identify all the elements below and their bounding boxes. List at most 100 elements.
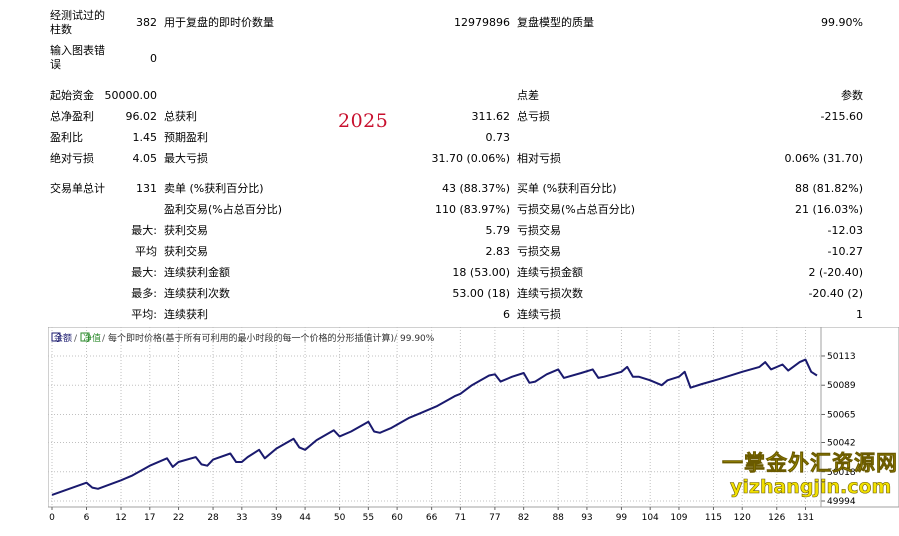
maximal-prefix: 最多: <box>131 287 157 300</box>
x-axis: 0 6 12 17 22 28 33 39 44 50 55 60 66 71 77 82 88 93 99 104 1… <box>49 507 814 523</box>
initial-deposit-label: 起始资金 <box>50 89 94 102</box>
chart-legend: 余额 / 净值 / 每个即时价格(基于所有可利用的最小时段的每一个价格的分形插值… <box>51 332 435 344</box>
equity-legend-label: 净值 <box>83 332 101 344</box>
x-tick-label: 71 <box>455 513 466 523</box>
max-drawdown-label: 最大亏损 <box>164 152 208 165</box>
x-tick-label: 22 <box>173 513 184 523</box>
avg-consec-losses-label: 连续亏损 <box>517 308 561 321</box>
x-tick-label: 120 <box>734 513 751 523</box>
gross-loss-label: 总亏损 <box>517 110 550 123</box>
x-tick-label: 44 <box>299 513 311 523</box>
x-tick-label: 93 <box>581 513 592 523</box>
x-tick-label: 99 <box>616 513 628 523</box>
balance-chart-svg: 余额 / 净值 / 每个即时价格(基于所有可利用的最小时段的每一个价格的分形插值… <box>48 327 899 523</box>
gross-profit-value: 311.62 <box>471 110 511 123</box>
y-axis: 50113 50089 50065 50042 50018 49994 <box>820 327 856 507</box>
y-tick-label: 50113 <box>827 352 856 362</box>
watermark-url: yizhangjin.com <box>730 476 892 499</box>
x-tick-label: 109 <box>670 513 687 523</box>
x-tick-label: 28 <box>207 513 219 523</box>
x-tick-label: 115 <box>705 513 722 523</box>
errors-value: 0 <box>150 52 157 65</box>
watermark-chinese: 一掌金外汇资源网 <box>722 451 898 476</box>
x-tick-label: 126 <box>768 513 785 523</box>
x-tick-label: 104 <box>642 513 659 523</box>
x-tick-label: 66 <box>426 513 438 523</box>
x-tick-label: 6 <box>84 513 90 523</box>
avg-consec-wins-value: 6 <box>503 308 510 321</box>
long-positions-value: 88 (81.82%) <box>794 182 863 195</box>
relative-drawdown-value: 0.06% (31.70) <box>784 152 863 165</box>
x-tick-label: 33 <box>236 513 247 523</box>
profit-trades-label: 盈利交易(%占总百分比) <box>164 203 283 216</box>
y-tick-label: 50065 <box>827 410 856 420</box>
ticks-value: 12979896 <box>454 16 510 29</box>
loss-trades-label: 亏损交易(%占总百分比) <box>517 203 636 216</box>
ticks-label: 用于复盘的即时价数量 <box>164 16 274 29</box>
chart-frame <box>48 327 899 508</box>
legend-separator-3: / <box>394 334 398 344</box>
balance-legend-label: 余额 <box>54 332 72 344</box>
balance-line <box>51 358 818 496</box>
legend-separator-1: / <box>74 334 78 344</box>
errors-label: 输入图表错 误 <box>50 44 105 71</box>
maximal-consec-loss-label: 连续亏损次数 <box>517 287 583 300</box>
average-profit-label: 获利交易 <box>164 245 208 258</box>
average-prefix: 平均 <box>135 245 157 258</box>
max-consec-wins-value: 18 (53.00) <box>452 266 510 279</box>
quality-value: 99.90% <box>821 16 863 29</box>
chart-grid <box>48 327 821 507</box>
maximal-consec-profit-value: 53.00 (18) <box>452 287 510 300</box>
long-positions-label: 买单 (%获利百分比) <box>517 182 617 195</box>
average-loss-value: -10.27 <box>827 245 863 258</box>
maximal-consec-loss-value: -20.40 (2) <box>808 287 863 300</box>
loss-trades-value: 21 (16.03%) <box>794 203 863 216</box>
largest-profit-value: 5.79 <box>485 224 511 237</box>
total-trades-label: 交易单总计 <box>50 182 105 195</box>
y-tick-label: 49994 <box>827 497 856 507</box>
max-consec-losses-value: 2 (-20.40) <box>808 266 863 279</box>
max-drawdown-value: 31.70 (0.06%) <box>431 152 510 165</box>
average-profit-value: 2.83 <box>485 245 511 258</box>
gross-loss-value: -215.60 <box>820 110 863 123</box>
x-tick-label: 0 <box>49 513 55 523</box>
legend-quality: 99.90% <box>400 334 435 344</box>
year-stamp: 2025 <box>338 110 389 132</box>
x-tick-label: 55 <box>363 513 374 523</box>
short-positions-value: 43 (88.37%) <box>441 182 510 195</box>
max-consec-prefix: 最大: <box>131 266 157 279</box>
y-tick-label: 50042 <box>827 439 856 449</box>
y-tick-label: 50089 <box>827 381 856 391</box>
profit-trades-value: 110 (83.97%) <box>434 203 510 216</box>
quality-label: 复盘模型的质量 <box>517 16 594 29</box>
largest-prefix: 最大: <box>131 224 157 237</box>
largest-profit-label: 获利交易 <box>164 224 208 237</box>
relative-drawdown-label: 相对亏损 <box>517 152 561 165</box>
params-label: 参数 <box>841 89 863 102</box>
average-loss-label: 亏损交易 <box>517 245 561 258</box>
total-trades-value: 131 <box>136 182 157 195</box>
bars-tested-value: 382 <box>136 16 157 29</box>
largest-loss-value: -12.03 <box>827 224 863 237</box>
max-consec-wins-label: 连续获利金额 <box>164 266 230 279</box>
balance-chart: 余额 / 净值 / 每个即时价格(基于所有可利用的最小时段的每一个价格的分形插值… <box>48 327 899 536</box>
gross-profit-label: 总获利 <box>164 110 197 123</box>
total-net-profit-value: 96.02 <box>125 110 158 123</box>
profit-factor-label: 盈利比 <box>50 131 83 144</box>
total-net-profit-label: 总净盈利 <box>50 110 94 123</box>
bars-tested-label: 经测试过的 柱数 <box>50 9 105 36</box>
x-tick-label: 82 <box>518 513 529 523</box>
short-positions-label: 卖单 (%获利百分比) <box>164 182 264 195</box>
avg-consec-losses-value: 1 <box>856 308 863 321</box>
x-tick-label: 50 <box>334 513 346 523</box>
x-tick-label: 131 <box>797 513 814 523</box>
initial-deposit-value: 50000.00 <box>104 89 158 102</box>
absolute-drawdown-label: 绝对亏损 <box>50 152 94 165</box>
equity-legend-swatch <box>80 332 90 342</box>
spread-label: 点差 <box>517 89 539 102</box>
legend-caption: 每个即时价格(基于所有可利用的最小时段的每一个价格的分形插值计算) <box>108 332 394 344</box>
avg-consec-prefix: 平均: <box>131 308 157 321</box>
x-tick-label: 88 <box>552 513 564 523</box>
legend-separator-2: / <box>102 334 106 344</box>
x-tick-label: 77 <box>489 513 500 523</box>
